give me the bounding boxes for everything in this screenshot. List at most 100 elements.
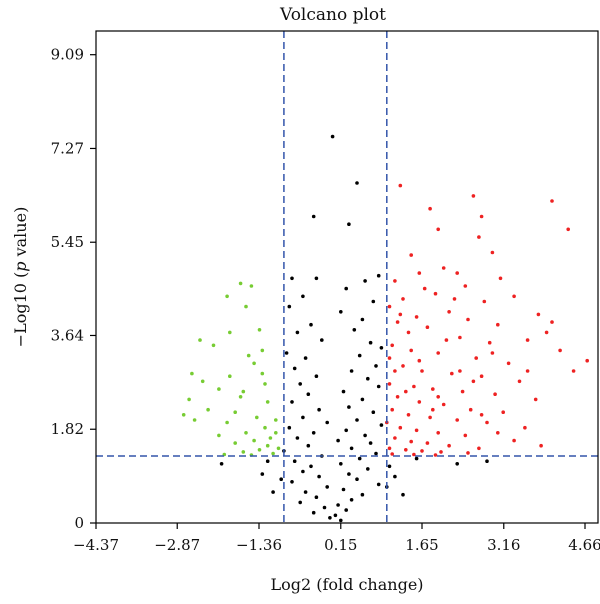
data-point-s2-81 xyxy=(265,459,270,464)
data-point-s2-34 xyxy=(347,405,351,409)
data-point-s1-16 xyxy=(433,291,438,296)
data-point-s1-53 xyxy=(441,402,446,407)
data-point-s1-31 xyxy=(544,330,549,335)
data-point-s2-32 xyxy=(360,397,365,402)
x-axis-label: Log2 (fold change) xyxy=(270,575,423,594)
data-point-s1-66 xyxy=(463,433,468,438)
data-points xyxy=(181,134,589,523)
data-point-s1-37 xyxy=(474,356,479,360)
data-point-s0-0 xyxy=(238,281,243,286)
data-point-s1-77 xyxy=(466,451,470,455)
data-point-s2-10 xyxy=(371,299,376,304)
data-point-s1-64 xyxy=(414,428,419,433)
y-axis-label: −Log10 (p value) xyxy=(11,207,30,348)
data-point-s0-21 xyxy=(225,420,229,425)
data-point-s2-39 xyxy=(325,420,330,425)
x-tick-label-5: 3.16 xyxy=(487,536,520,554)
x-tick-label-6: 4.66 xyxy=(568,536,600,554)
data-point-s1-14 xyxy=(393,279,397,283)
y-tick-label-4: 7.27 xyxy=(51,139,84,157)
data-point-s1-25 xyxy=(496,322,500,327)
data-point-s0-3 xyxy=(244,304,248,309)
data-point-s1-41 xyxy=(420,369,424,373)
data-point-s1-3 xyxy=(479,214,484,219)
data-point-s2-65 xyxy=(341,487,346,492)
plot-frame xyxy=(95,30,599,524)
data-point-s2-67 xyxy=(360,492,365,497)
data-point-s0-22 xyxy=(263,425,267,430)
data-point-s1-63 xyxy=(398,425,403,430)
data-point-s2-42 xyxy=(344,428,349,433)
data-point-s2-66 xyxy=(303,490,308,494)
data-point-s1-98 xyxy=(436,395,441,399)
data-point-s2-59 xyxy=(347,472,351,476)
y-axis-ticks: 0 1.82 3.64 5.45 7.27 9.09 xyxy=(51,46,96,532)
data-point-s2-61 xyxy=(355,477,359,482)
data-point-s1-30 xyxy=(525,338,530,342)
data-point-s1-86 xyxy=(404,389,408,394)
data-point-s2-26 xyxy=(314,374,319,379)
y-axis-label-suffix: value) xyxy=(11,207,30,262)
data-point-s1-50 xyxy=(533,397,538,402)
data-point-s1-51 xyxy=(395,395,400,399)
data-point-s2-6 xyxy=(314,276,319,281)
data-point-s2-17 xyxy=(368,340,373,345)
data-point-s1-94 xyxy=(393,369,397,373)
data-point-s2-56 xyxy=(309,464,313,469)
data-point-s0-26 xyxy=(252,438,256,443)
data-point-s1-80 xyxy=(433,453,438,457)
data-point-s2-64 xyxy=(325,485,330,489)
data-point-s2-29 xyxy=(376,384,381,389)
data-point-s2-76 xyxy=(328,516,332,520)
data-point-s2-4 xyxy=(290,276,294,281)
data-point-s0-41 xyxy=(257,328,262,332)
data-point-s1-93 xyxy=(431,407,435,412)
data-point-s1-18 xyxy=(401,297,405,301)
data-point-s1-36 xyxy=(436,351,441,355)
data-point-s1-46 xyxy=(412,384,416,389)
data-point-s1-72 xyxy=(477,446,481,451)
data-point-s2-11 xyxy=(287,304,292,309)
data-point-s1-6 xyxy=(436,227,441,232)
data-point-s0-2 xyxy=(225,294,229,299)
data-point-s0-11 xyxy=(263,382,267,386)
data-point-s2-30 xyxy=(341,389,346,394)
data-point-s1-70 xyxy=(425,441,430,445)
data-point-s1-8 xyxy=(490,250,495,255)
x-axis-ticks: −4.37 −2.87 −1.36 0.15 1.65 3.16 4.66 xyxy=(73,523,600,554)
data-point-s0-29 xyxy=(276,446,281,451)
data-point-s1-42 xyxy=(450,371,454,376)
data-point-s2-77 xyxy=(339,518,343,523)
data-point-s1-96 xyxy=(479,413,484,417)
data-point-s0-14 xyxy=(187,397,191,402)
data-point-s0-16 xyxy=(206,407,210,412)
data-point-s1-32 xyxy=(458,335,462,340)
data-point-s0-8 xyxy=(190,371,194,376)
data-point-s1-88 xyxy=(398,312,403,317)
data-point-s1-91 xyxy=(417,358,422,363)
data-point-s1-44 xyxy=(517,379,522,384)
data-point-s0-23 xyxy=(244,431,248,435)
data-point-s2-43 xyxy=(311,431,316,435)
data-point-s2-2 xyxy=(311,214,316,219)
data-point-s1-1 xyxy=(471,194,476,198)
data-point-s2-46 xyxy=(336,438,340,443)
data-point-s0-35 xyxy=(274,431,278,435)
data-point-s0-24 xyxy=(217,433,221,438)
data-point-s1-54 xyxy=(468,407,473,412)
data-point-s2-0 xyxy=(330,134,335,139)
data-point-s1-22 xyxy=(447,310,451,314)
data-point-s1-26 xyxy=(395,320,400,324)
data-point-s2-16 xyxy=(352,328,357,332)
data-point-s2-1 xyxy=(355,181,359,185)
data-point-s1-82 xyxy=(490,351,495,355)
data-point-s2-48 xyxy=(306,443,311,448)
x-tick-label-3: 0.15 xyxy=(324,536,357,554)
data-point-s2-62 xyxy=(290,480,294,484)
data-point-s2-28 xyxy=(298,382,303,386)
data-point-s2-5 xyxy=(376,273,381,278)
data-point-s1-9 xyxy=(409,253,414,257)
data-point-s1-65 xyxy=(436,431,441,435)
data-point-s1-95 xyxy=(496,431,500,435)
data-point-s0-12 xyxy=(217,387,221,391)
